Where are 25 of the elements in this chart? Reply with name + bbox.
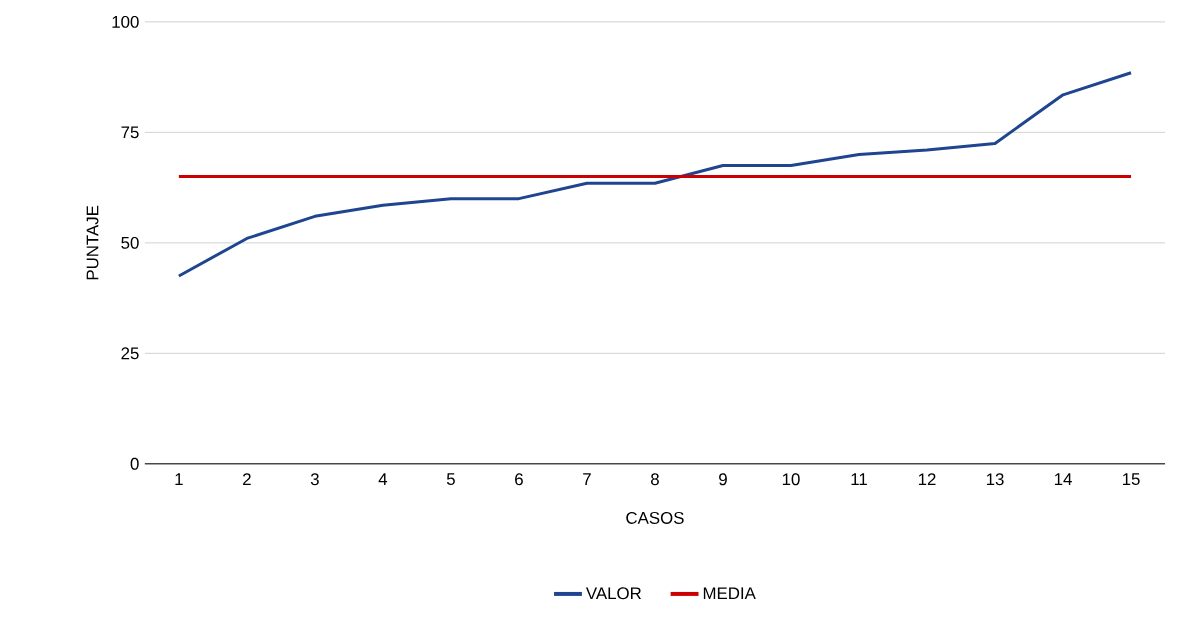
y-tick-label: 0: [130, 457, 139, 470]
x-tick-label: 1: [175, 473, 183, 485]
y-tick-label: 100: [112, 15, 139, 28]
x-tick-label: 7: [583, 473, 591, 485]
x-tick-label: 2: [243, 473, 251, 486]
y-tick-label: 50: [121, 236, 139, 249]
x-tick-label: 11: [851, 473, 867, 485]
x-tick-label: 10: [782, 473, 800, 486]
x-tick-label: 15: [1122, 473, 1140, 486]
x-tick-label: 4: [378, 473, 388, 485]
x-tick-label: 3: [310, 473, 319, 486]
x-axis-title: CASOS: [626, 511, 684, 524]
y-tick-label: 75: [121, 126, 139, 139]
x-tick-label: 6: [515, 473, 523, 486]
legend-label: MEDIA: [703, 587, 756, 599]
x-tick-label: 14: [1054, 473, 1072, 485]
line-series: [177, 71, 1133, 278]
legend-label: VALOR: [585, 587, 642, 600]
x-tick-label: 9: [719, 473, 727, 486]
x-tick-label: 5: [446, 473, 455, 486]
x-tick-label: 8: [651, 473, 659, 486]
x-tick-label: 12: [918, 473, 936, 486]
y-tick-label: 25: [121, 347, 139, 360]
x-tick-label: 13: [986, 473, 1004, 486]
y-axis-title: PUNTAJE: [86, 205, 99, 280]
